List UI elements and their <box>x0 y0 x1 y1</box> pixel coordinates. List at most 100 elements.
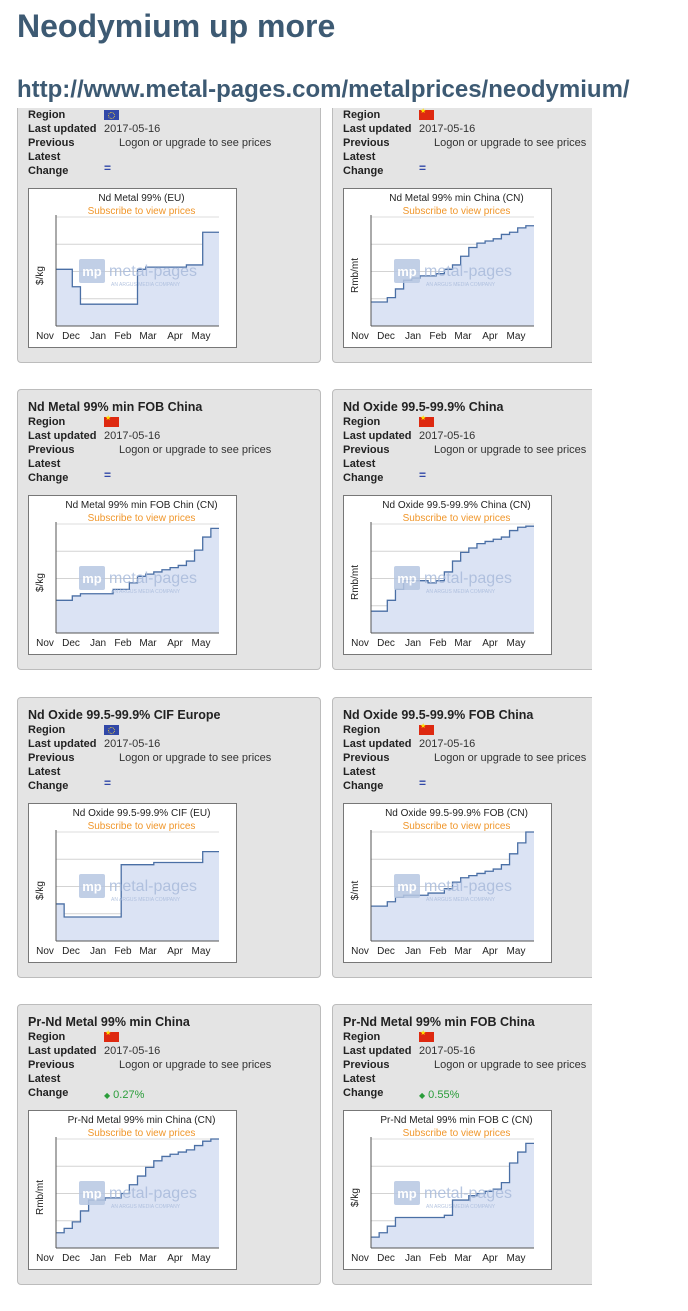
change-label: Change <box>343 165 384 177</box>
x-tick-label: Jan <box>90 638 106 649</box>
watermark-text: metal-pages <box>424 263 512 280</box>
price-card[interactable]: Pr-Nd Metal 99% min FOB China Region Las… <box>332 1003 592 1285</box>
x-tick-label: Feb <box>114 331 132 342</box>
price-card[interactable]: Pr-Nd Metal 99% min China Region Last up… <box>17 1003 321 1285</box>
watermark-mp: mp <box>82 1186 102 1201</box>
y-axis-label: $/mt <box>350 880 361 900</box>
latest-label: Latest <box>28 1072 61 1085</box>
change-value: = <box>104 161 112 175</box>
previous-value[interactable]: Logon or upgrade to see prices <box>434 137 587 149</box>
last-updated-label: Last updated <box>343 737 412 750</box>
price-card[interactable]: Nd Metal 99% min China Region Last updat… <box>332 108 592 363</box>
change-label: Change <box>28 165 69 177</box>
card-title[interactable]: Pr-Nd Metal 99% min FOB China <box>343 1014 535 1029</box>
y-axis-label: Rmb/mt <box>350 258 361 293</box>
series-line <box>371 225 534 303</box>
source-link[interactable]: http://www.metal-pages.com/metalprices/n… <box>17 76 630 103</box>
x-tick-label: Jan <box>90 331 106 342</box>
last-updated-value: 2017-05-16 <box>419 1044 476 1057</box>
x-tick-label: Mar <box>139 638 157 649</box>
watermark-sub: AN ARGUS MEDIA COMPANY <box>111 1204 181 1210</box>
series-line <box>56 528 219 602</box>
subscribe-link[interactable]: Subscribe to view prices <box>88 206 196 217</box>
previous-value[interactable]: Logon or upgrade to see prices <box>119 751 272 764</box>
watermark-icon <box>79 259 105 283</box>
x-tick-label: Mar <box>454 331 472 342</box>
watermark-icon <box>79 873 105 898</box>
series-area <box>56 1138 219 1248</box>
subscribe-link[interactable]: Subscribe to view prices <box>88 513 196 524</box>
latest-label: Latest <box>28 458 61 471</box>
page-title: Neodymium up more <box>17 8 336 44</box>
china-flag-icon <box>419 108 434 120</box>
chart-title: Nd Metal 99% min FOB Chin (CN) <box>65 500 217 511</box>
price-card[interactable]: Nd Metal 99% min FOB China Region Last u… <box>17 389 321 671</box>
x-tick-label: Feb <box>114 638 132 649</box>
watermark-text: metal-pages <box>424 878 512 895</box>
subscribe-link[interactable]: Subscribe to view prices <box>403 206 511 217</box>
card-title[interactable]: Nd Oxide 99.5-99.9% China <box>343 400 504 415</box>
watermark-text: metal-pages <box>424 570 512 587</box>
watermark-mp: mp <box>397 571 417 586</box>
previous-value[interactable]: Logon or upgrade to see prices <box>119 137 272 149</box>
latest-label: Latest <box>343 765 376 778</box>
price-card[interactable]: Nd Oxide 99.5-99.9% China Region Last up… <box>332 389 592 671</box>
x-tick-label: Nov <box>36 946 54 957</box>
previous-label: Previous <box>28 137 75 149</box>
watermark-mp: mp <box>82 571 102 586</box>
x-tick-label: Mar <box>139 331 157 342</box>
subscribe-link[interactable]: Subscribe to view prices <box>403 821 511 832</box>
x-tick-label: May <box>192 331 211 342</box>
card-title[interactable]: Nd Oxide 99.5-99.9% FOB China <box>343 707 534 722</box>
x-tick-label: Nov <box>36 331 54 342</box>
previous-value[interactable]: Logon or upgrade to see prices <box>119 444 272 457</box>
previous-value[interactable]: Logon or upgrade to see prices <box>434 1058 587 1071</box>
chart-title: Nd Metal 99% (EU) <box>98 193 184 204</box>
chart-svg: Nd Metal 99% min FOB Chin (CN) Subscribe … <box>35 500 219 649</box>
x-tick-label: Jan <box>90 1253 106 1264</box>
price-chart[interactable]: Nd Oxide 99.5-99.9% FOB (CN) Subscribe to… <box>343 802 552 963</box>
price-chart[interactable]: Nd Metal 99% (EU) Subscribe to view price… <box>28 188 237 348</box>
x-tick-label: Mar <box>454 638 472 649</box>
price-chart[interactable]: Nd Metal 99% min FOB Chin (CN) Subscribe … <box>28 495 237 656</box>
watermark-logo: mp metal-pages AN ARGUS MEDIA COMPANY <box>79 1180 197 1210</box>
x-tick-label: Jan <box>405 1253 421 1264</box>
price-chart[interactable]: Pr-Nd Metal 99% min China (CN) Subscribe … <box>28 1109 237 1270</box>
previous-value[interactable]: Logon or upgrade to see prices <box>434 751 587 764</box>
card-title[interactable]: Nd Metal 99% min FOB China <box>28 400 203 415</box>
previous-value[interactable]: Logon or upgrade to see prices <box>434 444 587 457</box>
x-tick-label: Apr <box>482 1253 498 1264</box>
subscribe-link[interactable]: Subscribe to view prices <box>88 1128 196 1139</box>
previous-value[interactable]: Logon or upgrade to see prices <box>119 1058 272 1071</box>
last-updated-label: Last updated <box>343 1044 412 1057</box>
subscribe-link[interactable]: Subscribe to view prices <box>88 821 196 832</box>
price-chart[interactable]: Nd Metal 99% min China (CN) Subscribe to … <box>343 188 552 348</box>
price-card[interactable]: Nd Metal 99% Region Last updated 2017-05… <box>17 108 321 363</box>
price-chart[interactable]: Nd Oxide 99.5-99.9% CIF (EU) Subscribe to… <box>28 802 237 963</box>
previous-label: Previous <box>28 444 75 457</box>
up-arrow-icon: ◆ <box>104 1090 111 1100</box>
x-tick-label: May <box>507 638 526 649</box>
chart-title: Nd Metal 99% min China (CN) <box>389 193 524 204</box>
x-tick-label: Apr <box>482 331 498 342</box>
subscribe-link[interactable]: Subscribe to view prices <box>403 513 511 524</box>
x-tick-label: Nov <box>351 1253 369 1264</box>
x-tick-label: Nov <box>36 1253 54 1264</box>
card-title[interactable]: Nd Oxide 99.5-99.9% CIF Europe <box>28 707 221 722</box>
card-title[interactable]: Pr-Nd Metal 99% min China <box>28 1014 190 1029</box>
x-tick-label: Jan <box>405 638 421 649</box>
region-label: Region <box>343 109 381 121</box>
price-chart[interactable]: Pr-Nd Metal 99% min FOB C (CN) Subscribe … <box>343 1109 552 1270</box>
last-updated-value: 2017-05-16 <box>104 430 161 443</box>
chart-svg: Nd Oxide 99.5-99.9% CIF (EU) Subscribe to… <box>35 808 219 957</box>
change-percent: 0.27% <box>113 1088 145 1101</box>
subscribe-link[interactable]: Subscribe to view prices <box>403 1128 511 1139</box>
last-updated-value: 2017-05-16 <box>104 123 161 135</box>
price-chart[interactable]: Nd Oxide 99.5-99.9% China (CN) Subscribe … <box>343 495 552 656</box>
price-card[interactable]: Nd Oxide 99.5-99.9% CIF Europe Region La… <box>17 696 321 978</box>
watermark-sub: AN ARGUS MEDIA COMPANY <box>426 589 496 595</box>
watermark-text: metal-pages <box>109 1185 197 1202</box>
x-tick-label: Mar <box>139 1253 157 1264</box>
x-tick-label: Jan <box>405 946 421 957</box>
price-card[interactable]: Nd Oxide 99.5-99.9% FOB China Region Las… <box>332 696 592 978</box>
